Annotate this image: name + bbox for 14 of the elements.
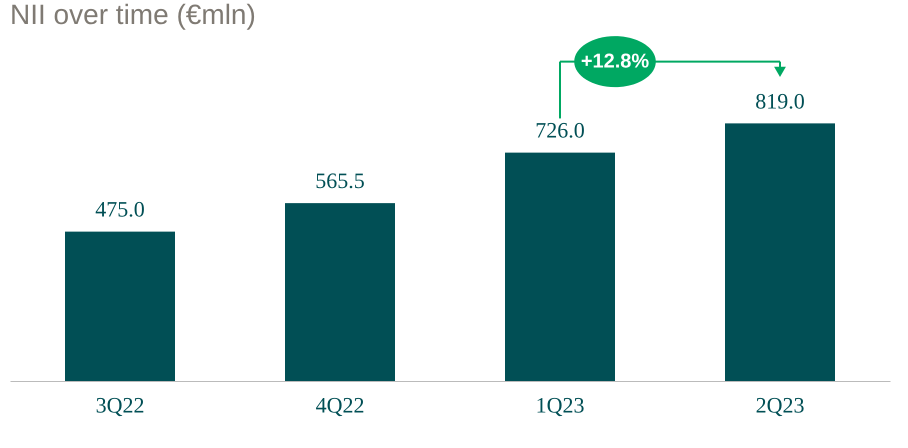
bar: [505, 152, 615, 381]
text: +12.8%: [580, 50, 650, 73]
chart-title: NII over time (€mln): [10, 0, 256, 30]
data-label: 819.0: [755, 88, 805, 114]
bar: [65, 232, 175, 381]
bar: [725, 123, 835, 381]
x-tick-label: 1Q23: [536, 392, 584, 418]
x-tick-label: 2Q23: [756, 392, 804, 418]
data-label: 565.5: [315, 168, 365, 194]
data-label: 726.0: [535, 118, 585, 143]
x-tick-label: 4Q22: [316, 392, 364, 418]
bar: [285, 203, 395, 381]
x-tick-label: 3Q22: [96, 392, 144, 418]
data-label: 475.0: [95, 196, 145, 222]
